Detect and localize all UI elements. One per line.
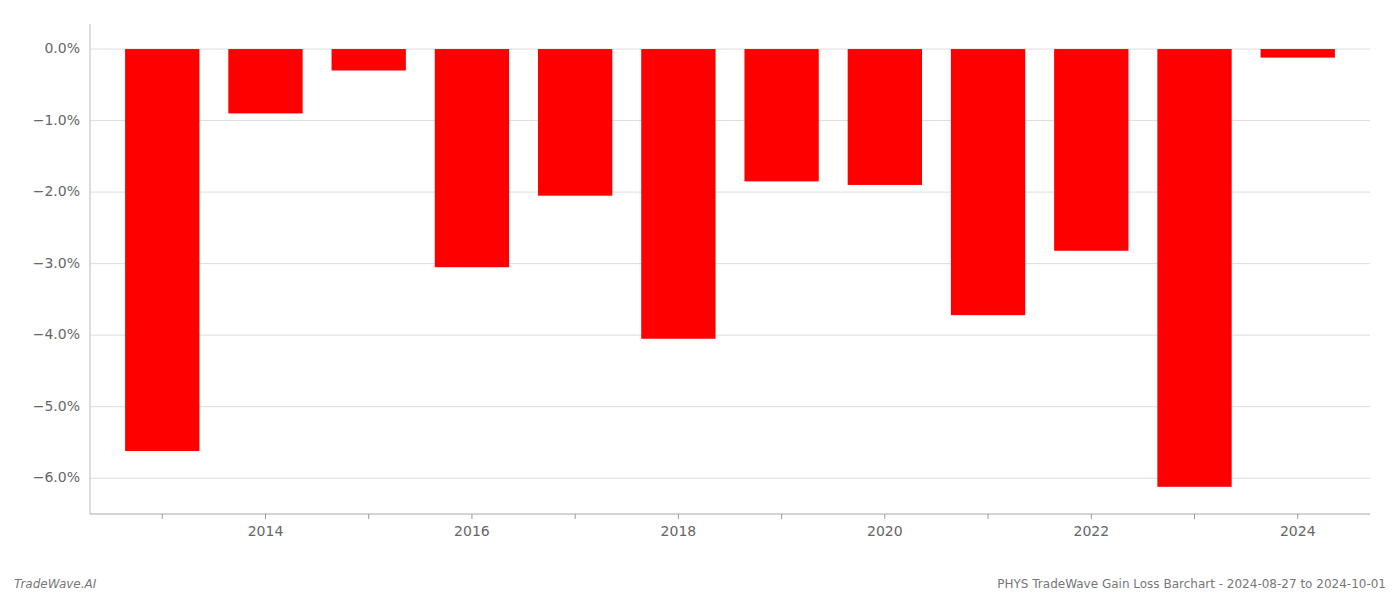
x-tick <box>368 514 369 519</box>
bar <box>1261 49 1335 58</box>
y-tick-label: −1.0% <box>33 112 80 128</box>
bar <box>744 49 818 181</box>
y-tick-label: −4.0% <box>33 326 80 342</box>
bar <box>1054 49 1128 251</box>
x-tick <box>471 514 472 519</box>
bar <box>848 49 922 185</box>
bar <box>228 49 302 113</box>
x-tick-label: 2024 <box>1280 523 1316 539</box>
bars <box>125 49 1335 487</box>
footer: TradeWave.AI PHYS TradeWave Gain Loss Bar… <box>14 577 1386 591</box>
x-tick <box>1194 514 1195 519</box>
bar <box>641 49 715 339</box>
bar <box>435 49 509 267</box>
x-tick <box>1091 514 1092 519</box>
x-tick <box>265 514 266 519</box>
bar <box>1157 49 1231 487</box>
bar <box>332 49 406 70</box>
x-tick-label: 2020 <box>867 523 903 539</box>
x-tick <box>678 514 679 519</box>
x-tick-label: 2018 <box>661 523 697 539</box>
footer-text: PHYS TradeWave Gain Loss Barchart - 2024… <box>997 577 1386 591</box>
x-tick <box>575 514 576 519</box>
bar <box>538 49 612 196</box>
x-tick <box>781 514 782 519</box>
x-tick-label: 2014 <box>248 523 284 539</box>
bar <box>951 49 1025 315</box>
x-axis-line <box>90 513 1370 514</box>
y-axis-line <box>90 24 91 514</box>
chart-svg: 0.0%−1.0%−2.0%−3.0%−4.0%−5.0%−6.0%201420… <box>0 0 1400 600</box>
bar <box>125 49 199 451</box>
x-axis: 2014 2016 2018 2020 2022 2024 <box>90 514 1370 539</box>
y-tick-label: 0.0% <box>44 40 80 56</box>
y-tick-label: −6.0% <box>33 469 80 485</box>
chart-container: 0.0%−1.0%−2.0%−3.0%−4.0%−5.0%−6.0%201420… <box>0 0 1400 600</box>
x-tick-label: 2022 <box>1073 523 1109 539</box>
y-tick-label: −5.0% <box>33 398 80 414</box>
x-tick <box>884 514 885 519</box>
x-tick <box>988 514 989 519</box>
y-axis: 0.0% −1.0% −2.0% −3.0% −4.0% −5.0% −6.0% <box>33 24 90 514</box>
footer-text: TradeWave.AI <box>14 577 97 591</box>
x-tick <box>162 514 163 519</box>
y-tick-label: −2.0% <box>33 183 80 199</box>
y-tick-label: −3.0% <box>33 255 80 271</box>
x-tick <box>1297 514 1298 519</box>
x-tick-label: 2016 <box>454 523 490 539</box>
